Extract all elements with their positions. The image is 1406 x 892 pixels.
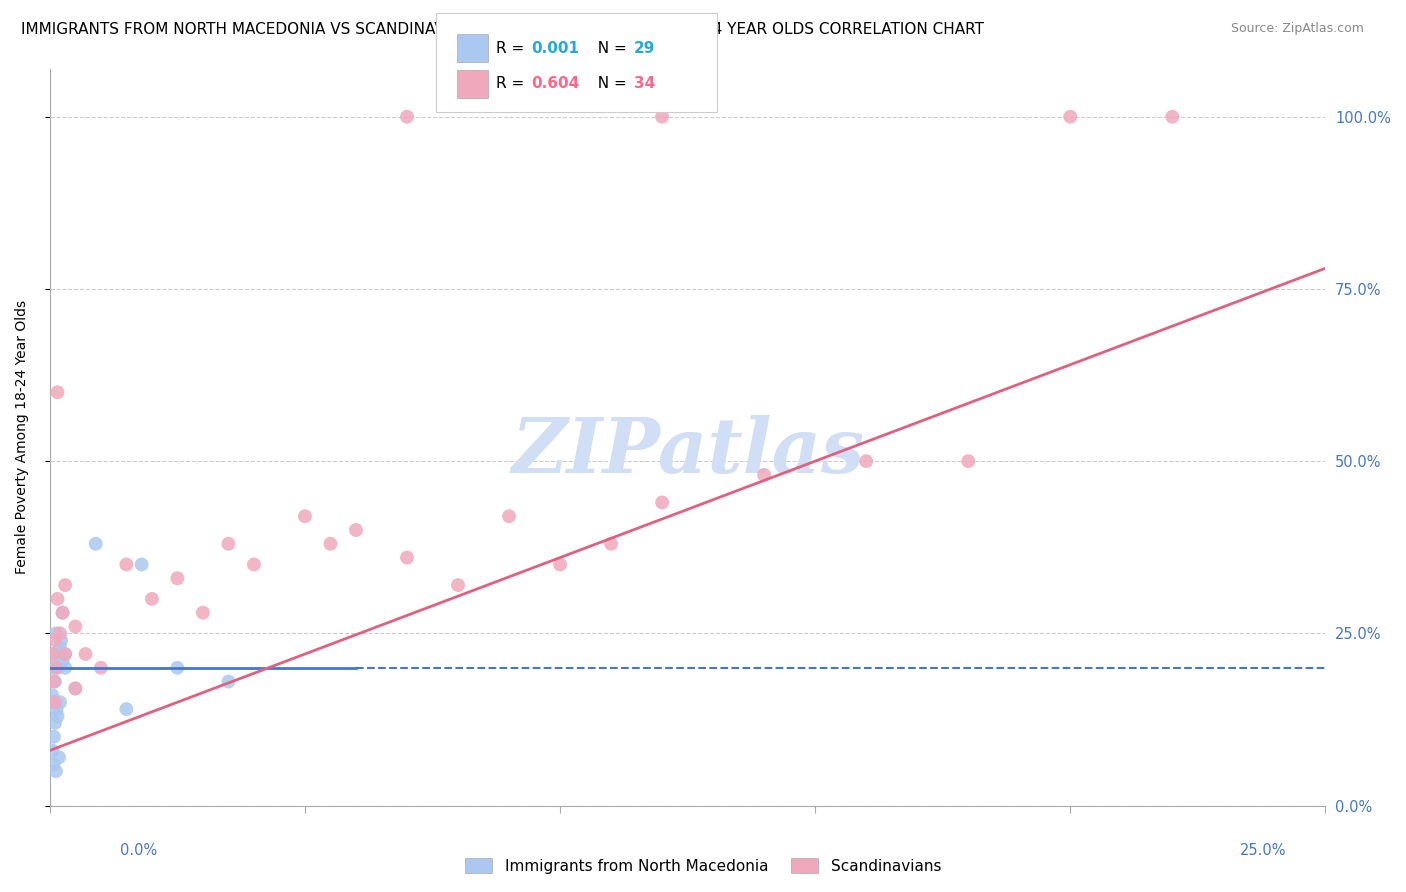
Point xyxy=(651,495,673,509)
Point xyxy=(395,110,418,124)
Point xyxy=(65,681,87,696)
Point xyxy=(217,537,239,551)
Text: R =: R = xyxy=(496,41,530,55)
Text: 29: 29 xyxy=(634,41,655,55)
Point xyxy=(957,454,980,468)
Point xyxy=(65,681,87,696)
Point xyxy=(42,695,65,709)
Legend: Immigrants from North Macedonia, Scandinavians: Immigrants from North Macedonia, Scandin… xyxy=(458,852,948,880)
Text: 0.0%: 0.0% xyxy=(120,843,156,858)
Point xyxy=(48,750,70,764)
Point xyxy=(44,695,66,709)
Text: N =: N = xyxy=(588,41,631,55)
Text: R =: R = xyxy=(496,77,530,91)
Point xyxy=(548,558,571,572)
Point xyxy=(42,674,65,689)
Point xyxy=(42,647,65,661)
Point xyxy=(344,523,367,537)
Point xyxy=(52,606,75,620)
Point xyxy=(49,633,72,648)
Point xyxy=(1059,110,1081,124)
Point xyxy=(44,674,66,689)
Point xyxy=(46,661,69,675)
Text: IMMIGRANTS FROM NORTH MACEDONIA VS SCANDINAVIAN FEMALE POVERTY AMONG 18-24 YEAR : IMMIGRANTS FROM NORTH MACEDONIA VS SCAND… xyxy=(21,22,984,37)
Point xyxy=(49,640,72,654)
Point xyxy=(45,702,67,716)
Point xyxy=(447,578,470,592)
Text: N =: N = xyxy=(588,77,631,91)
Point xyxy=(90,661,112,675)
Point xyxy=(84,537,107,551)
Point xyxy=(49,626,72,640)
Point xyxy=(752,467,775,482)
Point xyxy=(115,558,138,572)
Point xyxy=(53,647,76,661)
Point xyxy=(141,591,163,606)
Text: 34: 34 xyxy=(634,77,655,91)
Point xyxy=(45,661,67,675)
Point xyxy=(395,550,418,565)
Point xyxy=(294,509,316,524)
Point xyxy=(65,619,87,633)
Text: 0.604: 0.604 xyxy=(531,77,579,91)
Point xyxy=(46,709,69,723)
Point xyxy=(41,743,63,757)
Point xyxy=(243,558,266,572)
Point xyxy=(41,661,63,675)
Point xyxy=(600,537,623,551)
Point xyxy=(44,633,66,648)
Point xyxy=(191,606,214,620)
Point xyxy=(53,647,76,661)
Point xyxy=(131,558,153,572)
Point xyxy=(319,537,342,551)
Point xyxy=(42,730,65,744)
Point xyxy=(75,647,97,661)
Point xyxy=(651,110,673,124)
Point xyxy=(41,647,63,661)
Point xyxy=(115,702,138,716)
Point xyxy=(1161,110,1184,124)
Text: Source: ZipAtlas.com: Source: ZipAtlas.com xyxy=(1230,22,1364,36)
Point xyxy=(52,606,75,620)
Point xyxy=(46,591,69,606)
Point xyxy=(166,661,188,675)
Point xyxy=(45,764,67,778)
Point xyxy=(498,509,520,524)
Point xyxy=(217,674,239,689)
Point xyxy=(166,571,188,585)
Point xyxy=(53,661,76,675)
Point xyxy=(52,654,75,668)
Point xyxy=(41,689,63,703)
Y-axis label: Female Poverty Among 18-24 Year Olds: Female Poverty Among 18-24 Year Olds xyxy=(15,300,30,574)
Point xyxy=(49,695,72,709)
Point xyxy=(48,647,70,661)
Point xyxy=(53,578,76,592)
Text: 25.0%: 25.0% xyxy=(1240,843,1286,858)
Text: ZIPatlas: ZIPatlas xyxy=(510,415,865,489)
Point xyxy=(45,626,67,640)
Point xyxy=(46,385,69,400)
Point xyxy=(42,757,65,772)
Point xyxy=(44,715,66,730)
Point xyxy=(855,454,877,468)
Text: 0.001: 0.001 xyxy=(531,41,579,55)
